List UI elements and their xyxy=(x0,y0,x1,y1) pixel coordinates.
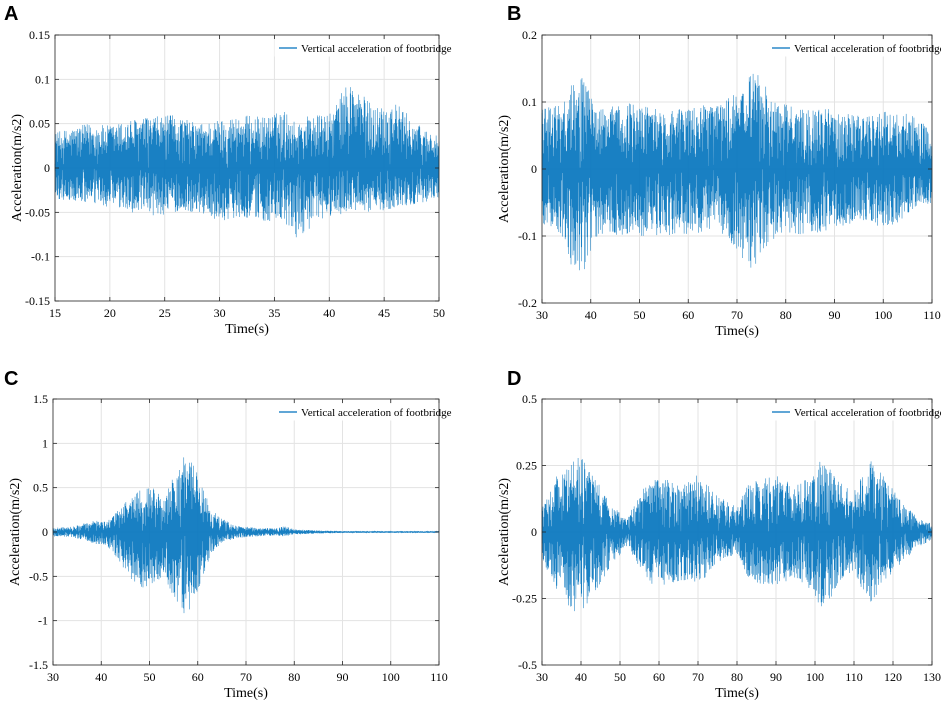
x-tick-label: 40 xyxy=(585,308,597,322)
panel-label: B xyxy=(507,3,521,25)
x-tick-label: 100 xyxy=(806,670,824,684)
x-tick-label: 100 xyxy=(874,308,892,322)
x-tick-label: 90 xyxy=(770,670,782,684)
x-tick-label: 50 xyxy=(634,308,646,322)
y-tick-label: -0.15 xyxy=(25,294,50,308)
y-tick-label: -0.25 xyxy=(512,592,537,606)
x-tick-label: 40 xyxy=(95,670,107,684)
legend-box xyxy=(274,39,436,57)
x-tick-label: 30 xyxy=(536,308,548,322)
x-tick-label: 30 xyxy=(214,306,226,320)
y-tick-label: 0.1 xyxy=(522,95,537,109)
y-tick-label: -0.5 xyxy=(29,569,48,583)
x-tick-label: 90 xyxy=(337,670,349,684)
x-tick-label: 40 xyxy=(575,670,587,684)
x-tick-label: 50 xyxy=(614,670,626,684)
y-tick-label: 0 xyxy=(531,525,537,539)
x-tick-label: 15 xyxy=(49,306,61,320)
y-tick-label: 1 xyxy=(42,436,48,450)
x-tick-label: 20 xyxy=(104,306,116,320)
x-tick-label: 50 xyxy=(144,670,156,684)
x-tick-label: 70 xyxy=(692,670,704,684)
x-tick-label: 110 xyxy=(430,670,448,684)
panel-label: A xyxy=(4,3,18,25)
legend-label: Vertical acceleration of footbridge xyxy=(794,43,941,55)
x-tick-label: 120 xyxy=(884,670,902,684)
x-tick-label: 130 xyxy=(923,670,941,684)
y-axis-title: Acceleration(m/s2) xyxy=(10,114,25,222)
y-tick-label: -0.2 xyxy=(518,296,537,310)
x-tick-label: 40 xyxy=(323,306,335,320)
y-tick-label: 0.5 xyxy=(522,392,537,406)
x-axis-title: Time(s) xyxy=(224,686,268,701)
panel-c: C 30 40 50 60 70 80 90 100 110 -1.5 -1 -0.5 0 0.5 1 1.5 T… xyxy=(4,368,452,701)
y-tick-label: -0.05 xyxy=(25,205,50,219)
y-tick-label: 0.2 xyxy=(522,28,537,42)
legend-box xyxy=(274,403,436,421)
y-tick-label: 0.5 xyxy=(33,481,48,495)
x-tick-label: 45 xyxy=(378,306,390,320)
x-tick-label: 60 xyxy=(682,308,694,322)
panel-label: C xyxy=(4,368,18,390)
panel-a: A 15 20 25 30 35 40 45 50 -0.15 -0.1 -0.05 0 0.05 0.1 0… xyxy=(4,3,452,337)
x-axis-title: Time(s) xyxy=(715,324,759,339)
x-tick-label: 30 xyxy=(536,670,548,684)
legend-label: Vertical acceleration of footbridge xyxy=(301,43,452,55)
y-tick-label: 0.1 xyxy=(35,72,50,86)
y-tick-label: 0.05 xyxy=(29,117,50,131)
y-axis-title: Acceleration(m/s2) xyxy=(497,478,512,586)
x-tick-label: 110 xyxy=(923,308,941,322)
x-tick-label: 50 xyxy=(433,306,445,320)
y-tick-label: -0.1 xyxy=(518,229,537,243)
series-line xyxy=(54,87,440,238)
panel-b: B 30 40 50 60 70 80 90 100 110 -0.2 -0.1 0 0.1 0.2 Time… xyxy=(497,3,941,339)
x-tick-label: 90 xyxy=(829,308,841,322)
y-tick-label: -0.1 xyxy=(31,250,50,264)
x-tick-label: 25 xyxy=(159,306,171,320)
legend-box xyxy=(767,39,929,57)
x-tick-label: 60 xyxy=(653,670,665,684)
legend-box xyxy=(767,403,929,421)
legend-label: Vertical acceleration of footbridge xyxy=(794,407,941,419)
y-tick-label: 0 xyxy=(42,525,48,539)
x-tick-label: 110 xyxy=(845,670,863,684)
series-line xyxy=(52,457,440,614)
x-axis-title: Time(s) xyxy=(225,322,269,337)
y-tick-label: 0.25 xyxy=(516,459,537,473)
y-tick-label: 0.15 xyxy=(29,28,50,42)
series-line xyxy=(541,457,933,612)
series-line xyxy=(541,73,933,271)
x-tick-label: 70 xyxy=(731,308,743,322)
x-tick-label: 70 xyxy=(240,670,252,684)
x-tick-label: 80 xyxy=(731,670,743,684)
y-axis-title: Acceleration(m/s2) xyxy=(8,478,23,586)
y-tick-label: -0.5 xyxy=(518,658,537,672)
x-tick-label: 60 xyxy=(192,670,204,684)
legend-label: Vertical acceleration of footbridge xyxy=(301,407,452,419)
y-tick-label: 0 xyxy=(531,162,537,176)
y-axis-title: Acceleration(m/s2) xyxy=(497,115,512,223)
x-tick-label: 80 xyxy=(780,308,792,322)
y-tick-label: 1.5 xyxy=(33,392,48,406)
panel-d: D 30 40 50 60 70 80 90 100 110 120 130 -0.5 -0.25 0 0.2… xyxy=(497,368,941,701)
panel-label: D xyxy=(507,368,521,390)
x-tick-label: 35 xyxy=(268,306,280,320)
x-tick-label: 100 xyxy=(382,670,400,684)
x-axis-title: Time(s) xyxy=(715,686,759,701)
y-tick-label: 0 xyxy=(44,161,50,175)
y-tick-label: -1 xyxy=(38,614,48,628)
y-tick-label: -1.5 xyxy=(29,658,48,672)
x-tick-label: 80 xyxy=(288,670,300,684)
x-tick-label: 30 xyxy=(47,670,59,684)
